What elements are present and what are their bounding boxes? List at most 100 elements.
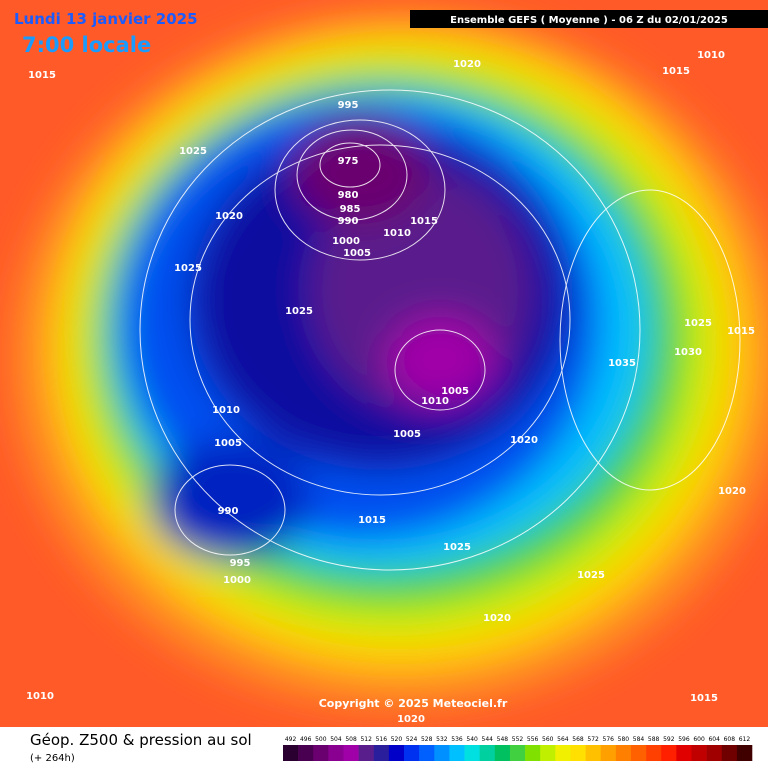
isobar-label: 1020 [510, 435, 538, 446]
isobar-label: 1015 [358, 515, 386, 526]
isobar-label: 1020 [483, 613, 511, 624]
isobar-label: 1025 [285, 306, 313, 317]
colorbar-tick-label: 508 [345, 736, 357, 743]
copyright: Copyright © 2025 Meteociel.fr [319, 697, 508, 710]
isobar-label: 1025 [443, 542, 471, 553]
colorbar-swatch [404, 745, 420, 761]
colorbar-swatch [555, 745, 571, 761]
colorbar-swatch [721, 745, 738, 761]
colorbar-swatch [646, 745, 662, 761]
colorbar-tick-label: 540 [466, 736, 478, 743]
colorbar-tick-label: 612 [739, 736, 751, 743]
isobar-label: 1025 [577, 570, 605, 581]
isobar-label: 1010 [212, 405, 240, 416]
isobar-label: 1015 [410, 216, 438, 227]
isobar-label: 1020 [215, 211, 243, 222]
colorbar-swatch [419, 745, 435, 761]
colorbar-tick-label: 608 [724, 736, 736, 743]
isobar-label: 1015 [662, 66, 690, 77]
isobar-label: 1015 [28, 70, 56, 81]
colorbar-tick-label: 536 [451, 736, 463, 743]
colorbar-tick-label: 544 [482, 736, 494, 743]
colorbar-swatch [691, 745, 707, 761]
isobar-label: 990 [218, 506, 239, 517]
colorbar-tick-label: 504 [330, 736, 342, 743]
model-banner [410, 10, 768, 28]
isobar-label: 1030 [674, 347, 702, 358]
colorbar-swatch [343, 745, 359, 761]
isobar-label: 1005 [214, 438, 242, 449]
colorbar-tick-label: 520 [391, 736, 403, 743]
colorbar-swatch [358, 745, 375, 761]
isobar-label: 1020 [453, 59, 481, 70]
colorbar-swatch [434, 745, 450, 761]
colorbar-swatch [585, 745, 602, 761]
colorbar-swatch [661, 745, 677, 761]
colorbar-swatch [509, 745, 526, 761]
isobars [139, 89, 741, 571]
colorbar-swatch [464, 745, 480, 761]
colorbar-swatch [706, 745, 723, 761]
isobar-label-group: 1015102010151010995102597598098599010001… [26, 50, 755, 725]
footer-title: Géop. Z500 & pression au sol [30, 731, 252, 749]
colorbar-swatch [736, 745, 753, 761]
isobar-label: 1010 [26, 691, 54, 702]
colorbar-tick-label: 492 [285, 736, 297, 743]
colorbar-swatch [298, 745, 314, 761]
colorbar-swatch [540, 745, 556, 761]
lead-time: (+ 264h) [30, 753, 75, 764]
colorbar-tick-label: 512 [360, 736, 372, 743]
colorbar-tick-label: 568 [572, 736, 584, 743]
colorbar-tick-label: 584 [633, 736, 645, 743]
colorbar-swatch [449, 745, 465, 761]
isobar-label: 1025 [174, 263, 202, 274]
isobar-label: 995 [230, 558, 251, 569]
isobar-label: 1020 [718, 486, 746, 497]
isobar-label: 1005 [441, 386, 469, 397]
colorbar-tick-label: 532 [436, 736, 448, 743]
isobar-label: 1010 [421, 396, 449, 407]
isobar-label: 975 [338, 156, 359, 167]
isobar-label: 1025 [179, 146, 207, 157]
colorbar-swatch [600, 745, 617, 761]
isobar-label: 1015 [690, 693, 718, 704]
valid-date: Lundi 13 janvier 2025 [14, 10, 198, 28]
colorbar-tick-label: 604 [708, 736, 720, 743]
colorbar-swatch [676, 745, 692, 761]
colorbar-tick-label: 528 [421, 736, 433, 743]
model-run: Ensemble GEFS ( Moyenne ) - 06 Z du 02/0… [450, 15, 728, 26]
colorbar-tick-label: 572 [587, 736, 599, 743]
colorbar-swatch [283, 745, 299, 761]
isobar-label: 1005 [343, 248, 371, 259]
isobar-label: 1010 [697, 50, 725, 61]
colorbar-tick-label: 548 [497, 736, 509, 743]
colorbar-tick-label: 496 [300, 736, 312, 743]
colorbar-swatch [479, 745, 496, 761]
colorbar-swatch [494, 745, 511, 761]
colorbar-swatch [373, 745, 390, 761]
colorbar-tick-label: 564 [557, 736, 569, 743]
isobar-label: 1015 [727, 326, 755, 337]
colorbar-tick-label: 596 [678, 736, 690, 743]
isobar-label: 1000 [223, 575, 251, 586]
colorbar-swatch [630, 745, 647, 761]
colorbar-tick-label: 552 [512, 736, 524, 743]
colorbar-tick-label: 588 [648, 736, 660, 743]
colorbar-swatch [388, 745, 405, 761]
colorbar-tick-label: 560 [542, 736, 554, 743]
colorbar-swatch [313, 745, 329, 761]
colorbar-swatch [615, 745, 632, 761]
isobar-label: 1005 [393, 429, 421, 440]
colorbar-swatch [570, 745, 586, 761]
isobar-label: 990 [338, 216, 359, 227]
isobar-label: 1035 [608, 358, 636, 369]
isobar-label: 1025 [684, 318, 712, 329]
height-field [10, 10, 768, 710]
colorbar-swatch [525, 745, 541, 761]
colorbar-tick-label: 516 [376, 736, 388, 743]
colorbar-tick-label: 556 [527, 736, 539, 743]
colorbar: 492 496 500 504 508 512 516 520 524 528 532 536 540 5… [283, 736, 753, 761]
colorbar-tick-label: 592 [663, 736, 675, 743]
